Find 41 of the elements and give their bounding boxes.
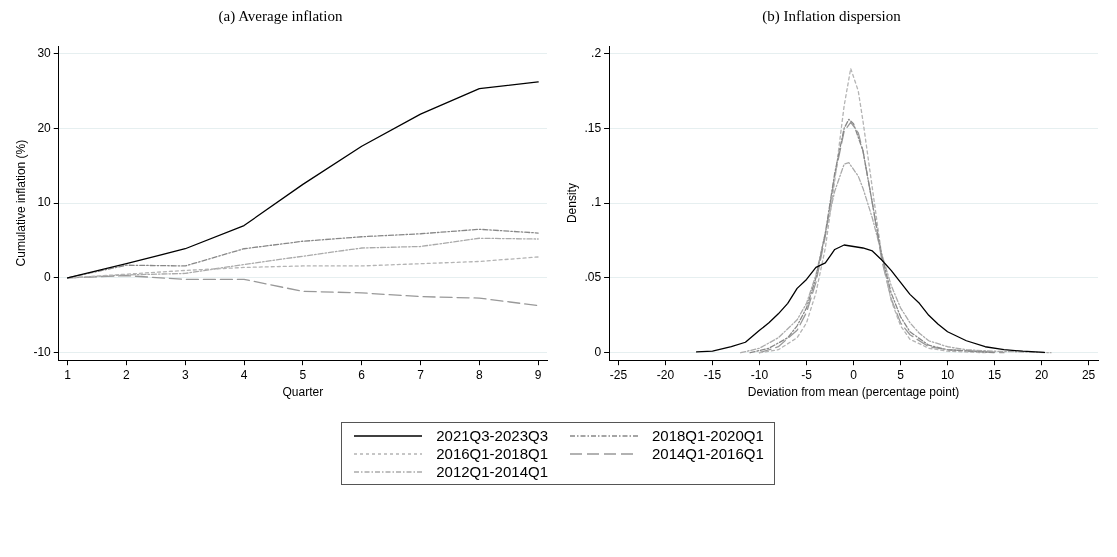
- y-tick-label: -10: [33, 345, 52, 360]
- legend-label: 2012Q1-2014Q1: [436, 463, 548, 480]
- y-tick-label: .2: [591, 45, 602, 60]
- y-axis-title: Density: [564, 183, 579, 224]
- y-tick-label: 0: [44, 270, 52, 285]
- x-tick-label: 15: [987, 367, 1002, 382]
- x-tick-label: -10: [750, 367, 769, 382]
- x-tick-label: 7: [417, 367, 425, 382]
- x-tick-label: 10: [940, 367, 955, 382]
- legend-label: 2014Q1-2016Q1: [652, 445, 764, 462]
- chart-title: (b) Inflation dispersion: [761, 8, 902, 26]
- legend-label: 2016Q1-2018Q1: [436, 445, 548, 462]
- legend-label: 2021Q3-2023Q3: [436, 427, 548, 444]
- x-tick-label: 8: [476, 367, 484, 382]
- chart-title: (a) Average inflation: [217, 8, 344, 26]
- x-tick-label: 0: [850, 367, 858, 382]
- x-tick-label: 3: [181, 367, 189, 382]
- y-tick-label: 0: [594, 345, 602, 360]
- x-tick-label: -25: [609, 367, 628, 382]
- x-tick-label: 5: [897, 367, 905, 382]
- x-tick-label: 1: [64, 367, 72, 382]
- x-tick-label: 6: [358, 367, 366, 382]
- x-tick-label: 9: [534, 367, 542, 382]
- x-tick-label: -5: [801, 367, 813, 382]
- y-tick-label: .1: [591, 195, 602, 210]
- x-tick-label: 20: [1034, 367, 1049, 382]
- y-axis-title: Cumulative inflation (%): [13, 139, 28, 267]
- y-tick-label: .15: [584, 120, 602, 135]
- y-tick-label: .05: [584, 270, 602, 285]
- x-tick-label: -15: [703, 367, 722, 382]
- x-tick-label: -20: [656, 367, 675, 382]
- y-tick-label: 20: [37, 120, 52, 135]
- x-axis-title: Quarter: [282, 385, 324, 400]
- x-tick-label: 5: [299, 367, 307, 382]
- x-tick-label: 4: [240, 367, 248, 382]
- y-tick-label: 30: [37, 45, 52, 60]
- y-tick-label: 10: [37, 195, 52, 210]
- x-axis-title: Deviation from mean (percentage point): [747, 385, 960, 400]
- x-tick-label: 25: [1081, 367, 1096, 382]
- x-tick-label: 2: [123, 367, 131, 382]
- legend-label: 2018Q1-2020Q1: [652, 427, 764, 444]
